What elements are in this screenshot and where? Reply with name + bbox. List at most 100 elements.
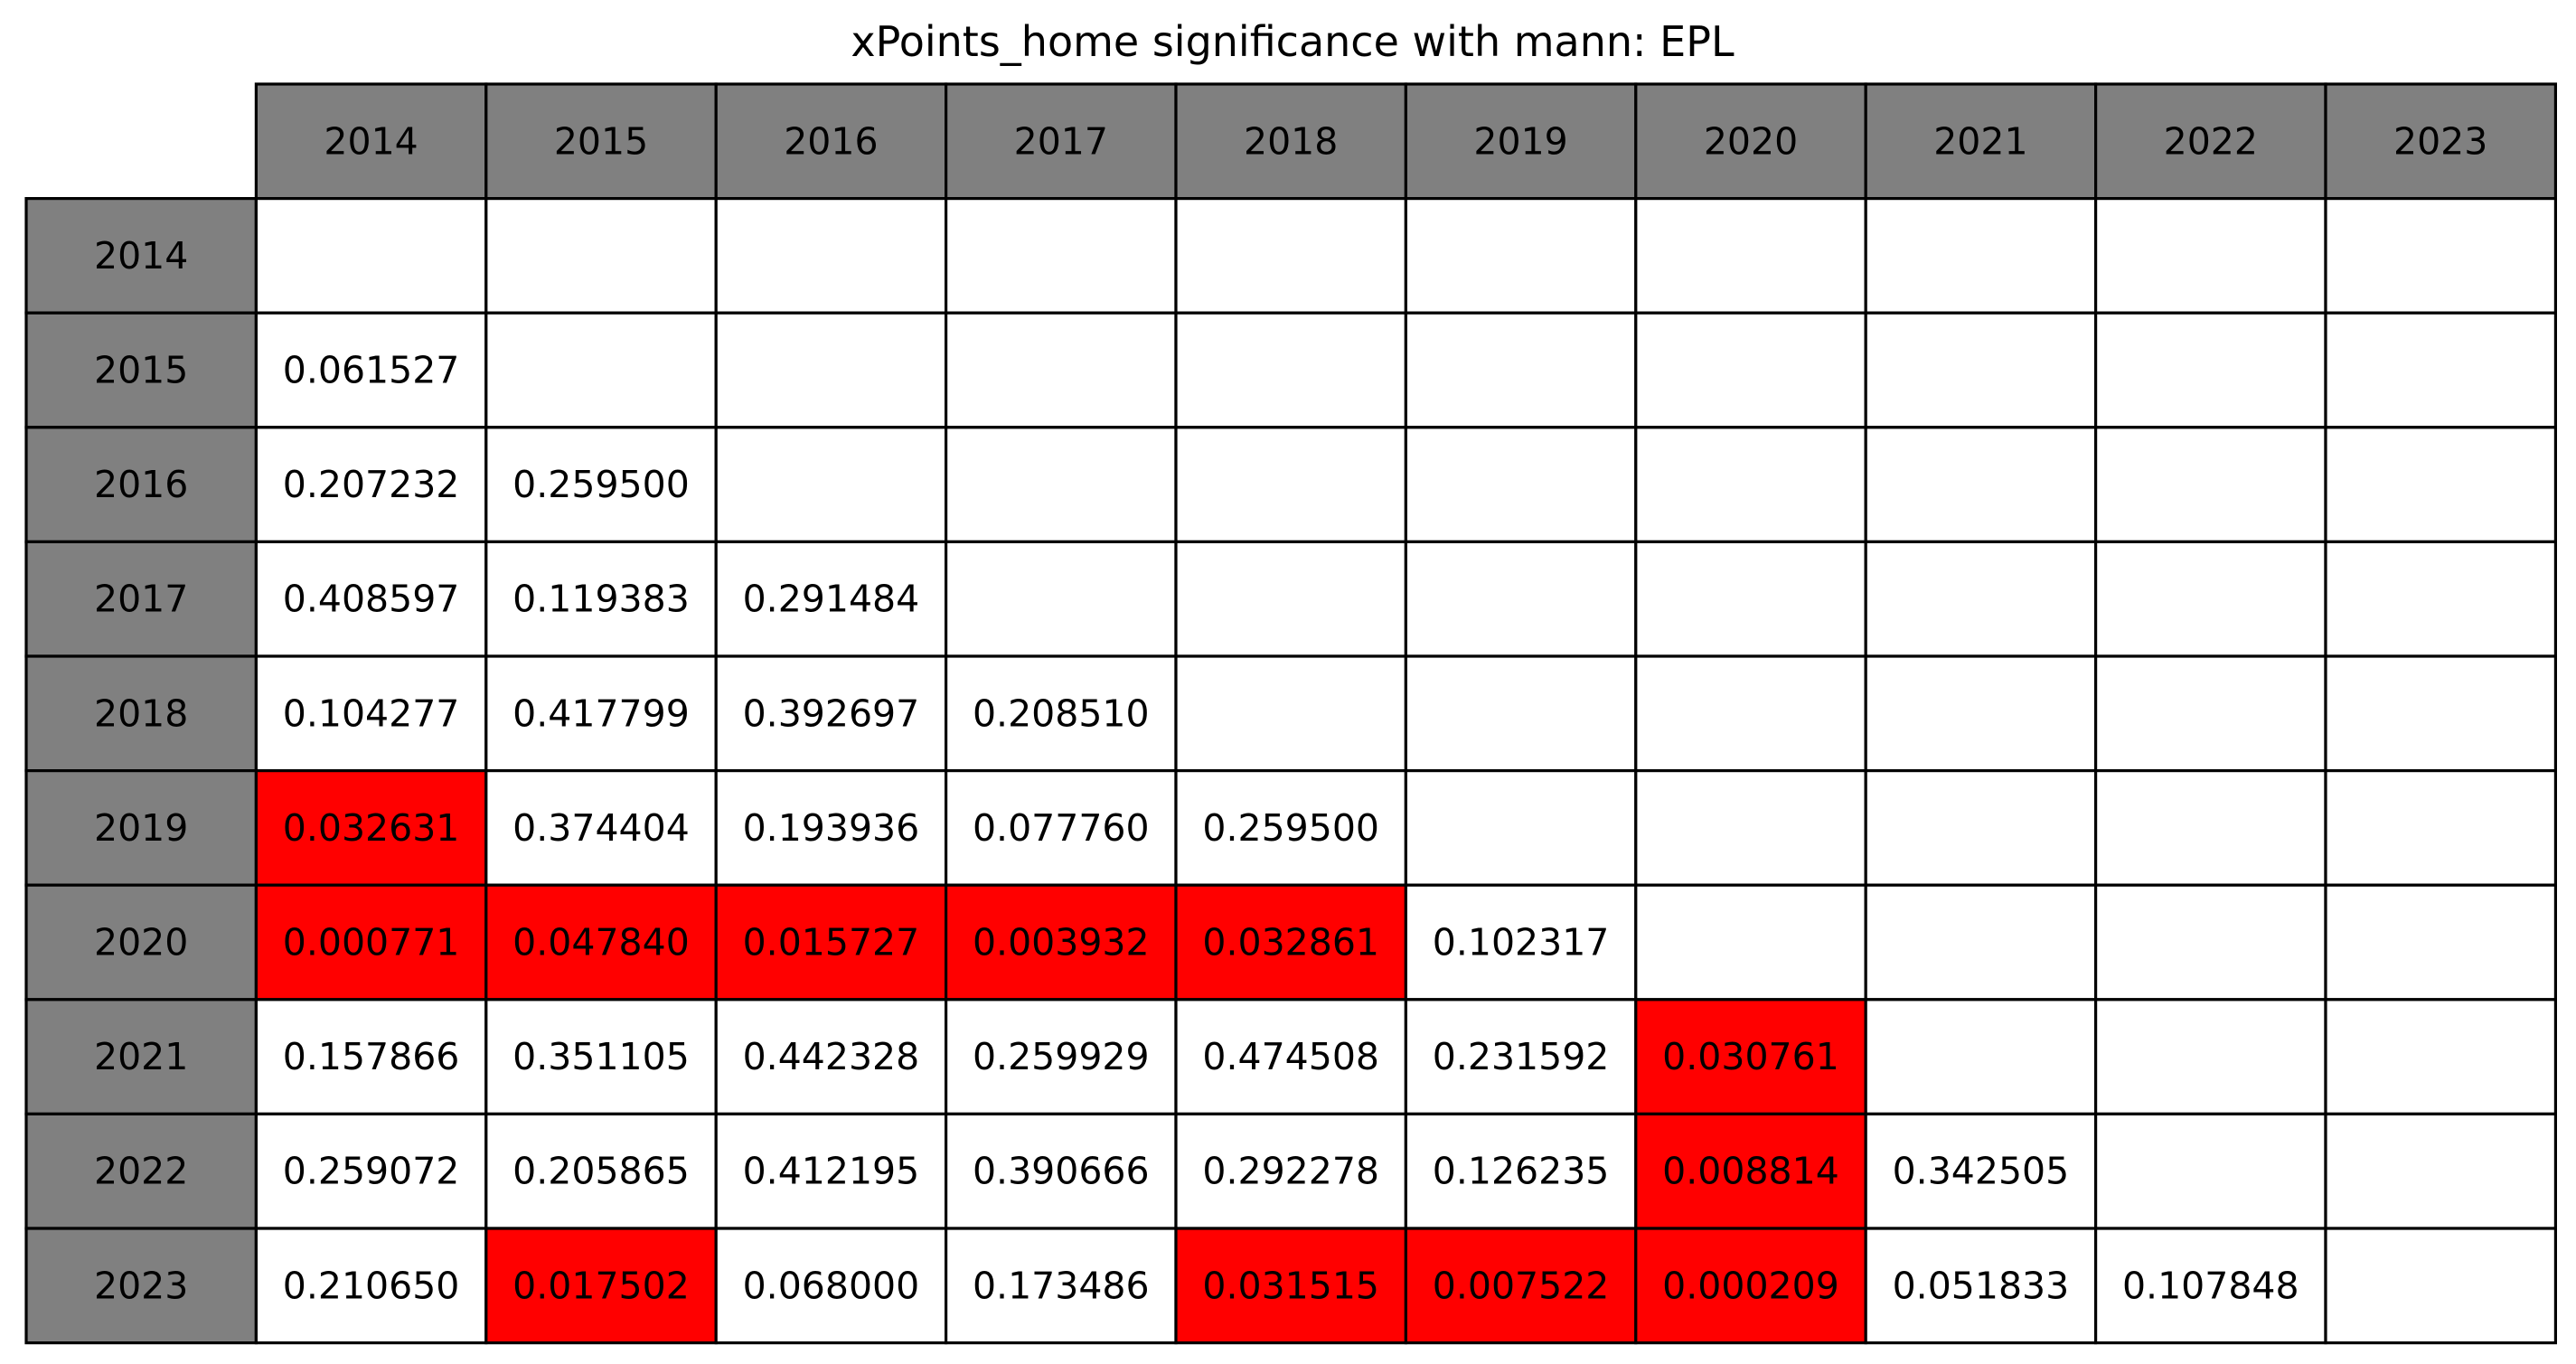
table-cell: [484, 768, 718, 887]
column-header-label: 2018: [1244, 119, 1338, 163]
table-cell: [2094, 426, 2327, 543]
table-cell-value: 0.017502: [512, 1264, 690, 1307]
table-cell: [1864, 426, 2098, 543]
table-cell-value: 0.193936: [743, 806, 920, 850]
table-cell: [1634, 426, 1867, 543]
column-header-label: 2016: [784, 119, 878, 163]
table-cell: [1864, 883, 2098, 1002]
table-cell-significant: [944, 883, 1178, 1002]
table-cell: [714, 197, 948, 315]
table-grid: 2014 2015 2016 2017 2018 2019 2020 2021 2022 2023…: [24, 82, 2557, 1345]
table-cell: [1634, 654, 1867, 773]
row-header-cell: [24, 426, 258, 543]
table-cell: [484, 311, 718, 429]
table-cell: [2094, 540, 2327, 658]
table-cell-value: 0.077760: [973, 806, 1150, 850]
row-header-cell: [24, 1112, 258, 1230]
table-cell-value: 0.032631: [283, 806, 460, 850]
row-header-cell: [24, 1227, 258, 1345]
row-header-label: 2016: [94, 463, 188, 506]
table-cell: [484, 1112, 718, 1230]
table-cell-value: 0.208510: [973, 691, 1150, 735]
table-cell: [1174, 197, 1407, 315]
table-cell: [2094, 1112, 2327, 1230]
table-cell: [2324, 197, 2557, 315]
table-cell: [1864, 768, 2098, 887]
column-header-cell: [254, 82, 488, 201]
table-cell: [714, 1112, 948, 1230]
table-cell: [1864, 540, 2098, 658]
table-cell: [2324, 768, 2557, 887]
table-cell: [254, 998, 488, 1116]
table-cell-value: 0.390666: [973, 1150, 1150, 1193]
table-cell-value: 0.031515: [1202, 1264, 1379, 1307]
table-cell: [254, 1112, 488, 1230]
table-cell-significant: [1174, 883, 1407, 1002]
table-cell: [2324, 311, 2557, 429]
column-header-label: 2019: [1473, 119, 1567, 163]
table-cell-value: 0.104277: [283, 691, 460, 735]
table-cell-value: 0.292278: [1202, 1150, 1379, 1193]
row-header-label: 2014: [94, 234, 188, 278]
table-cell: [1864, 1227, 2098, 1345]
table-cell: [484, 654, 718, 773]
table-cell: [254, 1227, 488, 1345]
table-cell: [1174, 540, 1407, 658]
column-header-label: 2014: [324, 119, 418, 163]
chart-title: xPoints_home significance with mann: EPL: [851, 17, 1735, 66]
table-cell-value: 0.412195: [743, 1150, 920, 1193]
column-header-cell: [1864, 82, 2098, 201]
table-cell: [2094, 998, 2327, 1116]
row-header-label: 2022: [94, 1150, 188, 1193]
table-cell: [1634, 883, 1867, 1002]
table-cell-value: 0.231592: [1433, 1035, 1610, 1078]
column-header-label: 2022: [2164, 119, 2258, 163]
table-cell: [2324, 540, 2557, 658]
table-cell: [2094, 654, 2327, 773]
table-cell-value: 0.068000: [743, 1264, 920, 1307]
table-cell: [1404, 311, 1638, 429]
table-cell-value: 0.015727: [743, 921, 920, 964]
table-cell: [1864, 654, 2098, 773]
column-header-label: 2020: [1704, 119, 1798, 163]
table-cell: [1174, 768, 1407, 887]
table-cell: [1404, 426, 1638, 543]
table-cell: [254, 540, 488, 658]
column-header-label: 2017: [1014, 119, 1108, 163]
row-header-label: 2021: [94, 1035, 188, 1078]
table-cell: [1634, 197, 1867, 315]
table-cell: [714, 426, 948, 543]
table-cell: [2324, 654, 2557, 773]
table-cell: [1634, 540, 1867, 658]
table-cell-value: 0.000771: [283, 921, 460, 964]
column-header-label: 2023: [2393, 119, 2487, 163]
table-cell-value: 0.003932: [973, 921, 1150, 964]
row-header-label: 2023: [94, 1264, 188, 1307]
table-cell-value: 0.259500: [1202, 806, 1379, 850]
row-header-label: 2015: [94, 349, 188, 392]
table-cell: [714, 1227, 948, 1345]
table-cell: [944, 197, 1178, 315]
table-cell-value: 0.351105: [512, 1035, 690, 1078]
table-cell-value: 0.417799: [512, 691, 690, 735]
column-header-cell: [1404, 82, 1638, 201]
table-cell: [1634, 311, 1867, 429]
column-header-cell: [714, 82, 948, 201]
table-cell: [2324, 1227, 2557, 1345]
table-cell-value: 0.205865: [512, 1150, 690, 1193]
table-cell: [1404, 540, 1638, 658]
row-header-cell: [24, 998, 258, 1116]
table-cell-significant: [1634, 1112, 1867, 1230]
table-cell: [484, 540, 718, 658]
table-cell: [714, 311, 948, 429]
table-cell: [2324, 883, 2557, 1002]
table-cell: [484, 426, 718, 543]
table-cell: [2094, 311, 2327, 429]
table-cell: [1404, 998, 1638, 1116]
table-cell: [254, 197, 488, 315]
table-cell: [944, 426, 1178, 543]
table-cell: [1634, 768, 1867, 887]
column-header-cell: [2324, 82, 2557, 201]
table-cell-value: 0.259072: [283, 1150, 460, 1193]
table-cell: [714, 540, 948, 658]
